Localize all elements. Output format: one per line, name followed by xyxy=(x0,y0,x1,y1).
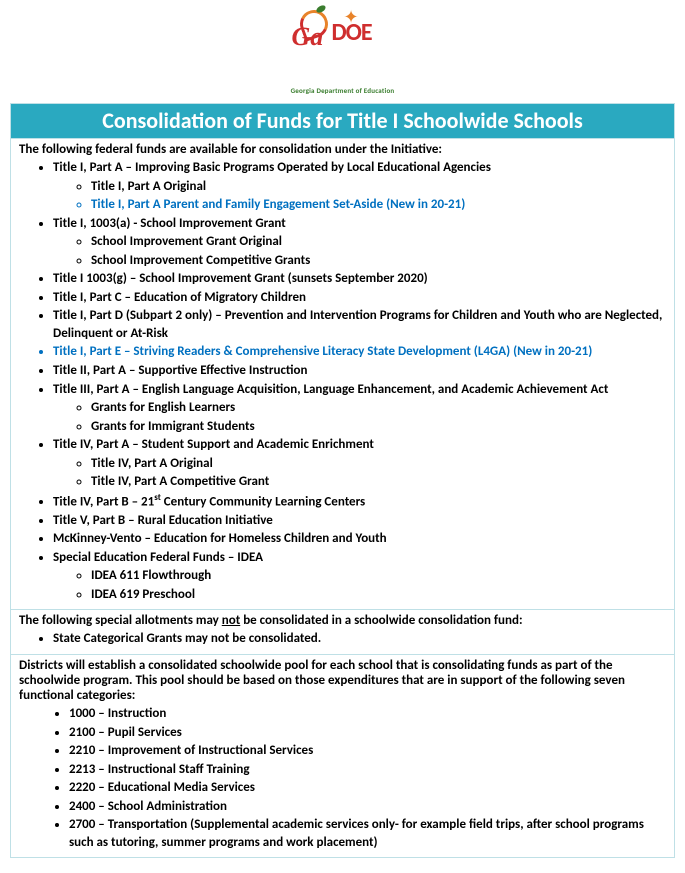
category-item: 2220 – Educational Media Services xyxy=(69,779,666,797)
logo-subtitle: Georgia Department of Education xyxy=(288,86,398,95)
list-subitem: Title IV, Part A Competitive Grant xyxy=(91,473,666,491)
section-categories: Districts will establish a consolidated … xyxy=(10,655,675,858)
heading-pre: The following special allotments may xyxy=(19,613,222,628)
list-subitem: IDEA 619 Preschool xyxy=(91,586,666,604)
federal-funds-list: Title I, Part A – Improving Basic Progra… xyxy=(19,159,666,603)
list-item: Title II, Part A – Supportive Effective … xyxy=(53,362,666,380)
heading-underline: not xyxy=(222,613,240,628)
section-federal-funds: The following federal funds are availabl… xyxy=(10,139,675,610)
list-subitem: Grants for Immigrant Students xyxy=(91,418,666,436)
list-subitem: School Improvement Competitive Grants xyxy=(91,252,666,270)
category-item: 2100 – Pupil Services xyxy=(69,724,666,742)
logo: ✦ Ga DOE Georgia Department of Education xyxy=(288,10,398,75)
not-consolidated-list: State Categorical Grants may not be cons… xyxy=(19,630,666,648)
list-subitem: IDEA 611 Flowthrough xyxy=(91,567,666,585)
category-item: 1000 – Instruction xyxy=(69,705,666,723)
heading-post: be consolidated in a schoolwide consolid… xyxy=(240,613,522,628)
list-item: Title III, Part A – English Language Acq… xyxy=(53,381,666,436)
list-item-highlight: Title I, Part E – Striving Readers & Com… xyxy=(53,343,666,361)
item-text: Title IV, Part A – Student Support and A… xyxy=(53,437,374,452)
category-item: 2400 – School Administration xyxy=(69,798,666,816)
superscript: st xyxy=(154,492,161,503)
categories-list: 1000 – Instruction 2100 – Pupil Services… xyxy=(19,705,666,851)
logo-doe-text: DOE xyxy=(332,18,372,47)
list-subitem-highlight: Title I, Part A Parent and Family Engage… xyxy=(91,196,666,214)
list-item: Title I 1003(g) – School Improvement Gra… xyxy=(53,270,666,288)
list-item: Special Education Federal Funds – IDEA I… xyxy=(53,549,666,604)
section-not-consolidated: The following special allotments may not… xyxy=(10,610,675,655)
list-item: Title I, 1003(a) - School Improvement Gr… xyxy=(53,215,666,270)
category-item: 2213 – Instructional Staff Training xyxy=(69,761,666,779)
list-item: Title I, Part A – Improving Basic Progra… xyxy=(53,159,666,214)
section-not-heading: The following special allotments may not… xyxy=(19,613,666,628)
item-text: Special Education Federal Funds – IDEA xyxy=(53,550,263,565)
list-item: Title IV, Part A – Student Support and A… xyxy=(53,436,666,491)
list-subitem: School Improvement Grant Original xyxy=(91,233,666,251)
item-text: Title III, Part A – English Language Acq… xyxy=(53,382,608,397)
item-text: Title I, Part A – Improving Basic Progra… xyxy=(53,160,491,175)
category-item: 2700 – Transportation (Supplemental acad… xyxy=(69,816,666,851)
list-item: Title I, Part D (Subpart 2 only) – Preve… xyxy=(53,307,666,342)
category-item: 2210 – Improvement of Instructional Serv… xyxy=(69,742,666,760)
list-item: Title V, Part B – Rural Education Initia… xyxy=(53,512,666,530)
page-title: Consolidation of Funds for Title I Schoo… xyxy=(10,103,675,139)
logo-container: ✦ Ga DOE Georgia Department of Education xyxy=(10,10,675,97)
list-subitem: Title IV, Part A Original xyxy=(91,455,666,473)
list-item: Title IV, Part B – 21st Century Communit… xyxy=(53,492,666,511)
item-text: Title I, 1003(a) - School Improvement Gr… xyxy=(53,216,286,231)
list-item: State Categorical Grants may not be cons… xyxy=(53,630,666,648)
list-subitem: Grants for English Learners xyxy=(91,399,666,417)
item-text-post: Century Community Learning Centers xyxy=(161,494,365,509)
list-subitem: Title I, Part A Original xyxy=(91,178,666,196)
item-text-pre: Title IV, Part B – 21 xyxy=(53,494,154,509)
section-categories-heading: Districts will establish a consolidated … xyxy=(19,658,666,703)
list-item: McKinney-Vento – Education for Homeless … xyxy=(53,530,666,548)
list-item: Title I, Part C – Education of Migratory… xyxy=(53,289,666,307)
section-federal-heading: The following federal funds are availabl… xyxy=(19,142,666,157)
logo-ga-text: Ga xyxy=(292,22,324,52)
